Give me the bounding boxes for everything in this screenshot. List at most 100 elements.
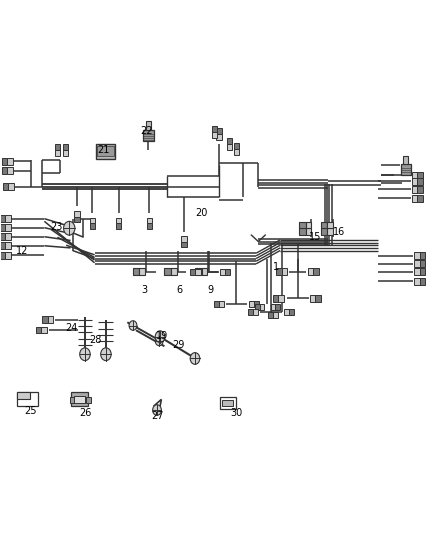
Bar [216, 134, 222, 140]
Text: 30: 30 [230, 408, 243, 418]
Circle shape [155, 331, 165, 343]
Text: 27: 27 [151, 411, 163, 422]
Bar [116, 223, 121, 229]
Bar [403, 156, 409, 165]
Bar [181, 241, 187, 247]
Bar [307, 268, 313, 275]
Bar [321, 222, 328, 229]
Bar [216, 128, 222, 134]
Circle shape [80, 348, 90, 361]
Bar [35, 327, 41, 334]
Text: 23: 23 [50, 222, 63, 232]
Circle shape [129, 321, 137, 330]
Bar [90, 217, 95, 223]
Bar [328, 222, 332, 229]
Bar [414, 268, 420, 275]
Bar [8, 183, 14, 190]
Bar [2, 167, 7, 174]
Bar [315, 295, 321, 302]
Bar [3, 183, 8, 190]
Bar [5, 252, 11, 259]
Bar [306, 222, 311, 229]
Text: 21: 21 [97, 144, 110, 155]
Bar [284, 309, 289, 314]
Bar [234, 143, 239, 149]
Bar [260, 304, 265, 310]
Bar [306, 229, 311, 236]
Bar [412, 178, 417, 185]
Bar [5, 233, 11, 240]
Bar [328, 229, 332, 236]
Bar [5, 215, 11, 222]
Bar [195, 269, 201, 275]
Bar [249, 301, 254, 307]
Text: 15: 15 [309, 232, 321, 243]
Text: 20: 20 [195, 208, 208, 219]
Text: 26: 26 [80, 408, 92, 418]
Bar [212, 132, 217, 138]
Bar [42, 317, 48, 323]
Bar [276, 304, 280, 310]
Bar [417, 195, 423, 202]
Bar [55, 150, 60, 156]
Circle shape [155, 336, 163, 346]
Bar [146, 122, 151, 130]
Bar [171, 268, 177, 275]
Bar [0, 224, 5, 231]
Text: 28: 28 [90, 335, 102, 345]
Bar [74, 216, 80, 222]
Text: 9: 9 [207, 286, 213, 295]
Bar [223, 400, 233, 406]
Bar [41, 327, 46, 334]
Bar [417, 178, 423, 185]
Text: 29: 29 [173, 340, 185, 350]
Bar [273, 312, 278, 318]
Text: 25: 25 [24, 406, 37, 416]
Bar [147, 223, 152, 229]
Bar [0, 215, 5, 222]
Bar [181, 236, 187, 241]
Bar [227, 138, 232, 144]
Text: 12: 12 [15, 246, 28, 255]
Bar [414, 261, 420, 267]
Bar [417, 186, 423, 193]
Bar [17, 392, 29, 399]
Bar [133, 268, 139, 275]
Bar [225, 269, 230, 275]
Bar [253, 309, 258, 314]
Bar [70, 397, 74, 402]
Bar [417, 172, 423, 179]
Bar [271, 304, 276, 310]
Text: 19: 19 [156, 330, 168, 341]
Bar [212, 126, 217, 132]
Bar [2, 158, 7, 165]
Bar [220, 269, 225, 275]
Bar [71, 392, 88, 406]
Bar [299, 222, 306, 229]
Bar [48, 317, 53, 323]
Bar [63, 150, 68, 156]
Bar [63, 144, 68, 150]
Circle shape [101, 348, 111, 361]
Bar [97, 146, 113, 157]
Bar [139, 268, 145, 275]
Bar [299, 229, 306, 236]
Bar [414, 253, 420, 260]
Bar [227, 144, 232, 150]
Bar [234, 149, 239, 155]
Bar [74, 211, 80, 216]
Bar [143, 130, 153, 141]
Bar [195, 268, 202, 275]
Bar [412, 186, 417, 193]
Bar [282, 268, 287, 275]
Circle shape [64, 221, 75, 235]
Bar [248, 309, 253, 314]
Circle shape [190, 353, 200, 365]
Bar [0, 252, 5, 259]
Bar [313, 268, 318, 275]
Text: 1: 1 [273, 262, 279, 271]
Bar [289, 309, 293, 314]
Bar [74, 395, 85, 402]
Bar [420, 268, 425, 275]
Bar [276, 268, 282, 275]
